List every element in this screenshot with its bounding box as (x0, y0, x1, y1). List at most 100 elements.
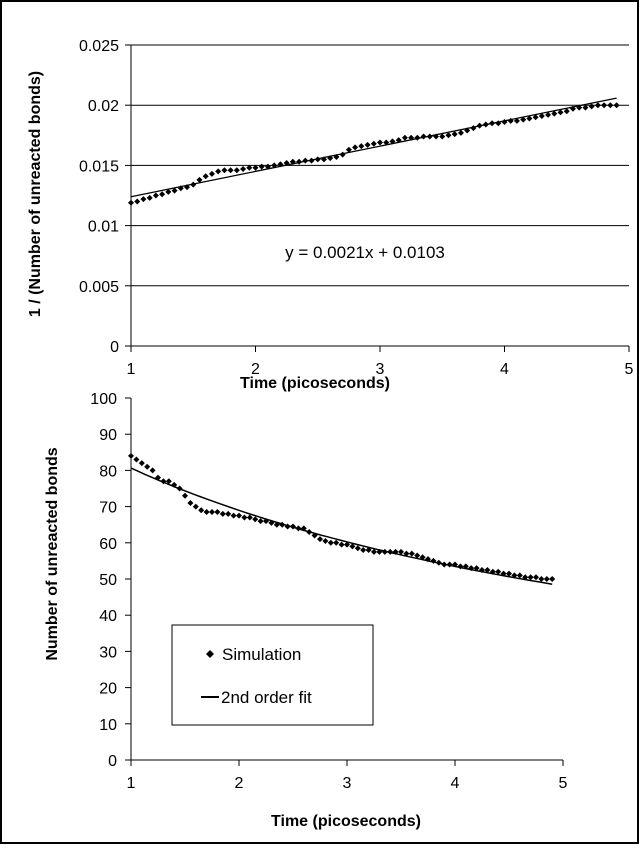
c2-y-tick-label: 50 (99, 572, 117, 589)
c1-data-point (532, 114, 539, 121)
c2-data-point (306, 528, 313, 535)
c2-data-point (225, 510, 232, 517)
c1-data-point (582, 104, 589, 111)
c2-data-point (257, 518, 264, 525)
c1-data-point (551, 110, 558, 117)
c1-data-point (320, 156, 327, 163)
c1-data-point (451, 131, 458, 138)
c2-data-point (398, 548, 404, 555)
c2-data-point (462, 563, 469, 570)
c2-data-point (484, 566, 491, 573)
c2-y-tick-label: 30 (99, 644, 117, 661)
c1-data-point (152, 192, 159, 199)
c2-fit-curve (130, 467, 553, 585)
c2-data-point (344, 541, 350, 548)
c2-data-point (457, 563, 464, 570)
c1-data-point (171, 187, 178, 194)
c2-data-point (365, 547, 372, 554)
c2-data-point (522, 574, 529, 581)
c1-y-tick-label: 0.025 (79, 38, 119, 55)
c2-data-point (419, 554, 426, 561)
c1-data-point (457, 129, 464, 136)
chart-top: 0 0.005 0.01 0.015 0.02 0.025 1 2 3 4 5 y = 0.002… (27, 38, 634, 392)
c1-data-point (240, 166, 247, 173)
c1-data-point (607, 102, 614, 109)
c1-data-point (215, 168, 222, 175)
c1-data-point (433, 133, 440, 140)
c2-data-point (263, 518, 269, 525)
c2-data-point (155, 474, 161, 481)
c1-x-axis-title: Time (picoseconds) (240, 375, 390, 392)
c1-x-tick-label: 3 (376, 361, 385, 378)
c1-data-point (414, 134, 421, 141)
c2-data-point (360, 547, 367, 554)
c1-data-point (588, 103, 595, 110)
c2-y-axis-title: Number of unreacted bonds (44, 447, 61, 660)
c2-data-point (144, 463, 151, 470)
c1-data-point (513, 117, 520, 124)
c1-y-tick-labels: 0 0.005 0.01 0.015 0.02 0.025 (79, 38, 119, 356)
c1-data-point (177, 185, 184, 192)
c2-data-point (489, 568, 496, 575)
c2-data-point (392, 548, 399, 555)
c1-data-point (364, 141, 371, 148)
c2-data-point (468, 565, 475, 572)
c2-data-point (219, 510, 226, 517)
c1-data-point (165, 188, 172, 195)
c1-data-point (339, 151, 346, 158)
c1-data-point (208, 170, 215, 177)
c1-data-point (264, 163, 271, 170)
c2-data-point (441, 561, 448, 568)
c1-data-point (258, 163, 265, 170)
c1-data-point (140, 196, 147, 203)
c1-data-point (439, 133, 446, 140)
c2-data-point (284, 523, 291, 530)
c2-legend-marker-simulation (206, 650, 214, 658)
c2-data-point (290, 523, 296, 530)
c2-data-point (246, 514, 253, 521)
c1-data-point (296, 158, 303, 165)
c1-x-tick-label: 4 (500, 361, 509, 378)
c2-data-point (171, 481, 178, 488)
c2-data-point (516, 572, 523, 579)
c1-data-point (389, 138, 396, 145)
c1-y-tick-label: 0 (110, 339, 119, 356)
c2-data-point (165, 478, 172, 485)
c2-legend-label-simulation: Simulation (222, 645, 301, 664)
c2-data-point (527, 574, 534, 581)
c2-data-point (295, 525, 302, 532)
c1-data-point (557, 109, 564, 116)
c2-data-point (203, 509, 210, 516)
c2-data-point (230, 512, 237, 519)
c1-data-point (545, 111, 552, 118)
c1-x-tick-labels: 1 2 3 4 5 (127, 361, 634, 378)
c1-data-point (601, 102, 608, 109)
c2-data-point (500, 570, 507, 577)
c1-y-tick-label: 0.015 (79, 158, 119, 175)
c1-data-point (563, 108, 570, 115)
c1-data-point (233, 167, 240, 174)
c1-data-point (507, 117, 514, 124)
c1-x-tick-label: 2 (251, 361, 260, 378)
c2-data-point (376, 548, 383, 555)
c2-data-point (538, 576, 545, 582)
c1-data-point (395, 137, 402, 144)
c1-data-point (333, 153, 340, 160)
c2-data-point (192, 503, 199, 510)
c2-y-tick-label: 90 (99, 427, 117, 444)
c1-data-point (283, 159, 290, 166)
c1-data-point (327, 155, 334, 162)
c2-data-point (322, 537, 329, 544)
c2-data-point (543, 576, 550, 582)
c1-data-point (345, 146, 352, 153)
c2-data-point (408, 550, 415, 557)
c2-x-tick-label: 4 (451, 775, 460, 792)
c1-data-point (576, 104, 583, 111)
c2-data-point (176, 485, 183, 492)
c1-y-axis-title: 1 / (Number of unreacted bonds) (27, 71, 44, 317)
c1-data-point (470, 125, 477, 132)
c2-data-point (214, 509, 221, 516)
c2-data-point (333, 539, 340, 546)
c1-data-point (383, 139, 390, 146)
c2-y-tick-label: 10 (99, 717, 117, 734)
